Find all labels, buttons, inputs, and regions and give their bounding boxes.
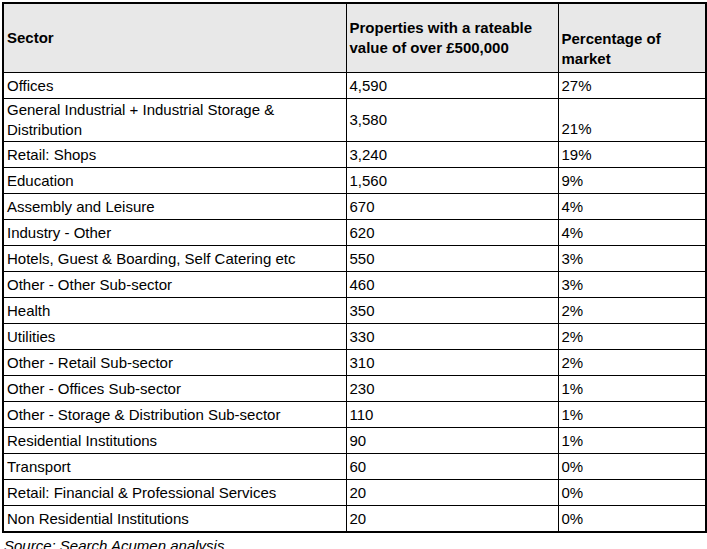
value-cell: 550 <box>346 246 558 272</box>
percent-cell: 27% <box>558 73 706 99</box>
sector-cell: Utilities <box>3 324 346 350</box>
table-row: Utilities3302% <box>3 324 706 350</box>
sector-cell: Assembly and Leisure <box>3 194 346 220</box>
value-cell: 3,240 <box>346 142 558 168</box>
table-row: Non Residential Institutions200% <box>3 506 706 533</box>
percent-cell: 2% <box>558 298 706 324</box>
value-cell: 460 <box>346 272 558 298</box>
sector-cell: Non Residential Institutions <box>3 506 346 533</box>
sector-cell: Residential Institutions <box>3 428 346 454</box>
value-cell: 20 <box>346 480 558 506</box>
percent-cell: 19% <box>558 142 706 168</box>
sector-cell: Retail: Financial & Professional Service… <box>3 480 346 506</box>
value-cell: 670 <box>346 194 558 220</box>
table-row: Other - Offices Sub-sector2301% <box>3 376 706 402</box>
value-cell: 20 <box>346 506 558 533</box>
source-note: Source: Search Acumen analysis. <box>4 536 705 549</box>
table-row: Other - Storage & Distribution Sub-secto… <box>3 402 706 428</box>
percent-cell: 2% <box>558 324 706 350</box>
column-header-percentage: Percentage of market <box>558 3 706 73</box>
table-row: Other - Retail Sub-sector3102% <box>3 350 706 376</box>
table-row: Hotels, Guest & Boarding, Self Catering … <box>3 246 706 272</box>
table-header: Sector Properties with a rateable value … <box>3 3 706 73</box>
table-row: Industry - Other6204% <box>3 220 706 246</box>
table-row: Transport600% <box>3 454 706 480</box>
table-row: Retail: Financial & Professional Service… <box>3 480 706 506</box>
table-row: Residential Institutions901% <box>3 428 706 454</box>
value-cell: 3,580 <box>346 99 558 142</box>
value-cell: 230 <box>346 376 558 402</box>
percent-cell: 9% <box>558 168 706 194</box>
percent-cell: 3% <box>558 272 706 298</box>
table-row: Health3502% <box>3 298 706 324</box>
sector-cell: Health <box>3 298 346 324</box>
sector-cell: Other - Storage & Distribution Sub-secto… <box>3 402 346 428</box>
percent-cell: 4% <box>558 220 706 246</box>
table-row: General Industrial + Industrial Storage … <box>3 99 706 142</box>
value-cell: 1,560 <box>346 168 558 194</box>
column-header-sector: Sector <box>3 3 346 73</box>
percent-cell: 4% <box>558 194 706 220</box>
percent-cell: 0% <box>558 506 706 533</box>
sector-cell: General Industrial + Industrial Storage … <box>3 99 346 142</box>
value-cell: 4,590 <box>346 73 558 99</box>
table-row: Other - Other Sub-sector4603% <box>3 272 706 298</box>
sector-cell: Education <box>3 168 346 194</box>
table-row: Offices4,59027% <box>3 73 706 99</box>
column-header-rateable-value: Properties with a rateable value of over… <box>346 3 558 73</box>
sector-cell: Industry - Other <box>3 220 346 246</box>
value-cell: 310 <box>346 350 558 376</box>
table-body: Offices4,59027%General Industrial + Indu… <box>3 73 706 533</box>
percent-cell: 0% <box>558 454 706 480</box>
sector-cell: Other - Retail Sub-sector <box>3 350 346 376</box>
page: Sector Properties with a rateable value … <box>0 0 707 549</box>
sector-cell: Offices <box>3 73 346 99</box>
table-row: Retail: Shops3,24019% <box>3 142 706 168</box>
sector-cell: Transport <box>3 454 346 480</box>
value-cell: 620 <box>346 220 558 246</box>
percent-cell: 2% <box>558 350 706 376</box>
percent-cell: 0% <box>558 480 706 506</box>
sector-cell: Hotels, Guest & Boarding, Self Catering … <box>3 246 346 272</box>
value-cell: 350 <box>346 298 558 324</box>
percent-cell: 1% <box>558 376 706 402</box>
percent-cell: 1% <box>558 402 706 428</box>
sector-cell: Other - Other Sub-sector <box>3 272 346 298</box>
value-cell: 330 <box>346 324 558 350</box>
percent-cell: 1% <box>558 428 706 454</box>
value-cell: 60 <box>346 454 558 480</box>
percent-cell: 3% <box>558 246 706 272</box>
sector-cell: Retail: Shops <box>3 142 346 168</box>
value-cell: 110 <box>346 402 558 428</box>
sector-cell: Other - Offices Sub-sector <box>3 376 346 402</box>
value-cell: 90 <box>346 428 558 454</box>
percent-cell: 21% <box>558 99 706 142</box>
table-row: Assembly and Leisure6704% <box>3 194 706 220</box>
header-row: Sector Properties with a rateable value … <box>3 3 706 73</box>
table-row: Education1,5609% <box>3 168 706 194</box>
sector-properties-table: Sector Properties with a rateable value … <box>2 2 707 533</box>
